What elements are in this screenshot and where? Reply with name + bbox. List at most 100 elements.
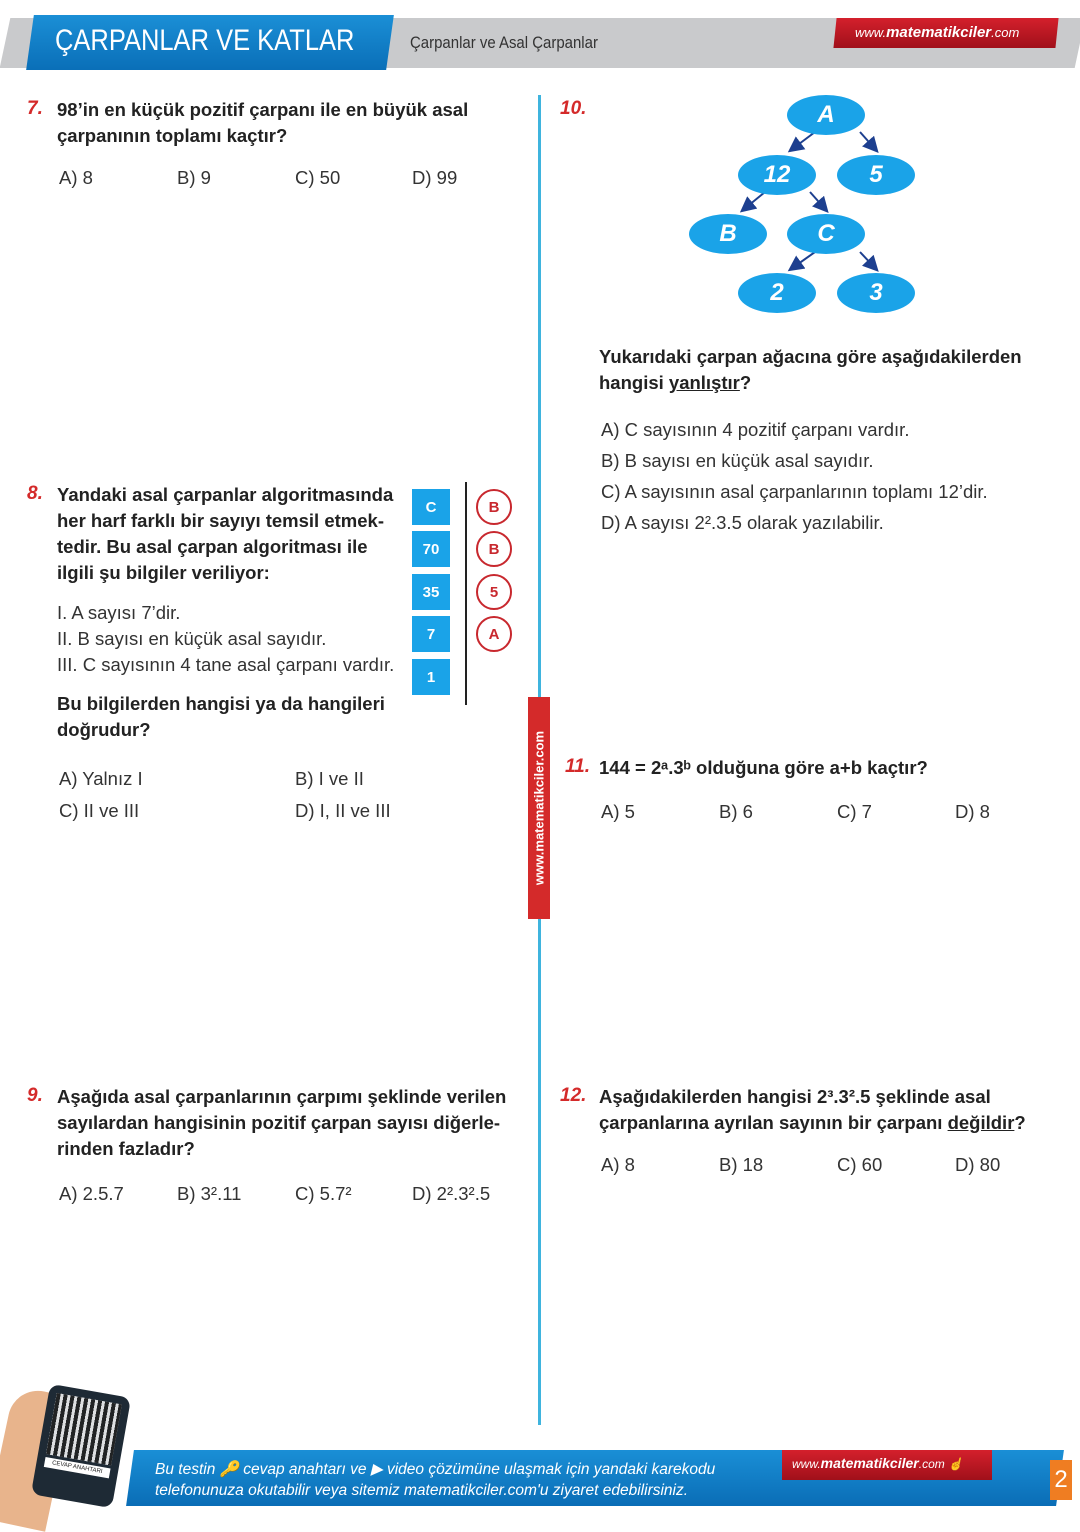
q7-option-d[interactable]: D) 99 [412, 167, 458, 188]
q7-option-c[interactable]: C) 50 [295, 167, 341, 188]
q10-line1: Yukarıdaki çarpan ağacına göre aşağıdaki… [599, 346, 1022, 367]
algorithm-right-cell: B [476, 489, 512, 525]
q10-option-a[interactable]: A) C sayısının 4 pozitif çarpanı vardır. [601, 419, 910, 440]
question-9-text: Aşağıda asal çarpanlarının çarpımı şekli… [57, 1084, 506, 1162]
q11-option-a[interactable]: A) 5 [601, 801, 635, 822]
algorithm-left-cell: 7 [412, 616, 450, 652]
algorithm-left-cell: 70 [412, 531, 450, 567]
q7-line2: çarpanının toplamı kaçtır? [57, 125, 288, 146]
q12-line1: Aşağıdakilerden hangisi 2³.3².5 şeklinde… [599, 1086, 991, 1107]
tree-node: 3 [837, 273, 915, 313]
q9-option-c[interactable]: C) 5.7² [295, 1183, 352, 1204]
q11-option-b[interactable]: B) 6 [719, 801, 753, 822]
algorithm-right-cell: B [476, 531, 512, 567]
page-title: ÇARPANLAR VE KATLAR [55, 24, 355, 57]
q12-line2: çarpanlarına ayrılan sayının bir çarpanı… [599, 1110, 1026, 1136]
question-8-text: Yandaki asal çarpanlar algoritmasında her… [57, 482, 393, 586]
statement-3: III. C sayısının 4 tane asal çarpanı var… [57, 654, 395, 675]
q10-pre: hangisi [599, 372, 669, 393]
question-number-12: 12. [560, 1085, 587, 1106]
tree-node: 5 [837, 155, 915, 195]
q9-option-b[interactable]: B) 3².11 [177, 1183, 242, 1204]
q10-option-d[interactable]: D) A sayısı 2².3.5 olarak yazılabilir. [601, 512, 884, 533]
q8-option-d[interactable]: D) I, II ve III [295, 800, 391, 821]
q12-option-a[interactable]: A) 8 [601, 1154, 635, 1175]
q10-option-b[interactable]: B) B sayısı en küçük asal sayıdır. [601, 450, 874, 471]
url-suffix: .com [918, 1457, 945, 1471]
tree-node: 2 [738, 273, 816, 313]
factor-tree-arrows [739, 131, 879, 272]
q9-line: sayılardan hangisinin pozitif çarpan say… [57, 1112, 501, 1133]
q9-line: rinden fazladır? [57, 1138, 195, 1159]
q11-option-c[interactable]: C) 7 [837, 801, 872, 822]
q8-q-line2: doğrudur? [57, 719, 151, 740]
q8-line: ilgili şu bilgiler veriliyor: [57, 562, 270, 583]
algorithm-right-cell: A [476, 616, 512, 652]
question-number-7: 7. [27, 98, 43, 119]
q10-line2: hangisi yanlıştır? [599, 370, 1022, 396]
q12-option-b[interactable]: B) 18 [719, 1154, 764, 1175]
footer-url-link[interactable]: www.matematikciler.com ☝ [792, 1455, 963, 1471]
q10-options: A) C sayısının 4 pozitif çarpanı vardır.… [601, 414, 988, 538]
question-11-text: 144 = 2ᵃ.3ᵇ olduğuna göre a+b kaçtır? [599, 757, 928, 778]
page-subtitle: Çarpanlar ve Asal Çarpanlar [410, 33, 598, 52]
q8-option-b[interactable]: B) I ve II [295, 768, 364, 789]
q8-q-line1: Bu bilgilerden hangisi ya da hangileri [57, 693, 385, 714]
question-12-text: Aşağıdakilerden hangisi 2³.3².5 şeklinde… [599, 1084, 1026, 1136]
q12-option-c[interactable]: C) 60 [837, 1154, 883, 1175]
q9-line: Aşağıda asal çarpanlarının çarpımı şekli… [57, 1086, 507, 1107]
url-brand: matematikciler [886, 24, 992, 41]
page-number: 2 [1050, 1460, 1072, 1500]
algorithm-left-cell: C [412, 489, 450, 525]
algorithm-left-cell: 35 [412, 574, 450, 610]
q8-question: Bu bilgilerden hangisi ya da hangileri do… [57, 691, 385, 743]
q11-option-d[interactable]: D) 8 [955, 801, 990, 822]
footer-url-bg [782, 1450, 992, 1480]
question-number-10: 10. [560, 98, 587, 119]
q7-option-b[interactable]: B) 9 [177, 167, 211, 188]
tree-node: C [787, 214, 865, 254]
url-prefix: www. [792, 1457, 821, 1471]
tree-node: B [689, 214, 767, 254]
algorithm-divider [465, 482, 467, 705]
question-number-9: 9. [27, 1085, 43, 1106]
url-brand: matematikciler [820, 1455, 919, 1471]
q10-option-c[interactable]: C) A sayısının asal çarpanlarının toplam… [601, 481, 988, 502]
url-suffix: .com [991, 25, 1020, 40]
q12-pre: çarpanlarına ayrılan sayının bir çarpanı [599, 1112, 948, 1133]
footer-line1: Bu testin 🔑 cevap anahtarı ve ▶ video çö… [155, 1461, 716, 1478]
url-prefix: www. [855, 25, 887, 40]
q8-line: Yandaki asal çarpanlar algoritmasında [57, 484, 394, 505]
q10-underlined: yanlıştır [668, 372, 740, 393]
qr-code-icon [46, 1392, 122, 1466]
question-10-text: Yukarıdaki çarpan ağacına göre aşağıdaki… [599, 344, 1022, 396]
question-7-text: 98’in en küçük pozitif çarpanı ile en bü… [57, 97, 468, 149]
q8-line: her harf farklı bir sayıyı temsil etmek- [57, 510, 384, 531]
question-number-11: 11. [565, 756, 591, 777]
q8-line: tedir. Bu asal çarpan algoritması ile [57, 536, 368, 557]
algorithm-right-cell: 5 [476, 574, 512, 610]
phone-qr-icon: CEVAP ANAHTARI [30, 1383, 132, 1509]
q8-option-a[interactable]: A) Yalnız I [59, 768, 143, 789]
tree-node-root: A [787, 95, 865, 135]
q9-option-a[interactable]: A) 2.5.7 [59, 1183, 124, 1204]
q9-option-d[interactable]: D) 2².3².5 [412, 1183, 491, 1204]
pointer-hand-icon: ☝ [948, 1457, 964, 1471]
q7-line1: 98’in en küçük pozitif çarpanı ile en bü… [57, 99, 469, 120]
statement-2: II. B sayısı en küçük asal sayıdır. [57, 628, 327, 649]
header-url-link[interactable]: www.matematikciler.com [855, 24, 1019, 41]
q12-post: ? [1014, 1112, 1026, 1133]
q8-option-c[interactable]: C) II ve III [59, 800, 140, 821]
q12-option-d[interactable]: D) 80 [955, 1154, 1001, 1175]
q8-statements: I. A sayısı 7’dir. II. B sayısı en küçük … [57, 600, 394, 678]
statement-1: I. A sayısı 7’dir. [57, 602, 181, 623]
q10-post: ? [739, 372, 752, 393]
q12-underlined: değildir [947, 1112, 1015, 1133]
question-number-8: 8. [27, 483, 43, 504]
footer-line2: telefonunuza okutabilir veya sitemiz mat… [155, 1482, 689, 1499]
tree-node: 12 [738, 155, 816, 195]
side-url: www.matematikciler.com [531, 730, 547, 886]
q7-option-a[interactable]: A) 8 [59, 167, 93, 188]
algorithm-left-cell: 1 [412, 659, 450, 695]
footer-text: Bu testin 🔑 cevap anahtarı ve ▶ video çö… [155, 1459, 715, 1501]
